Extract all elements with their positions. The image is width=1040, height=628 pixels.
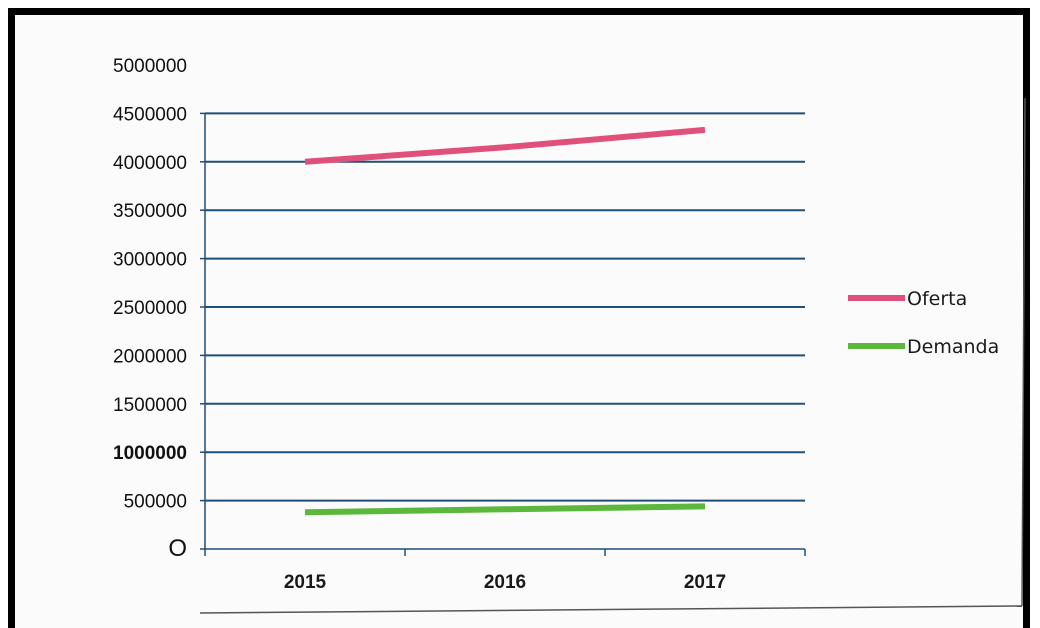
series-line-demanda <box>304 503 706 516</box>
legend: Oferta Demanda <box>848 288 999 358</box>
y-tick-label: 1000000 <box>113 443 187 464</box>
axes <box>200 112 806 556</box>
series-lines <box>304 126 706 516</box>
y-tick-label: 4500000 <box>113 104 187 125</box>
y-tick-label: 4000000 <box>113 153 187 174</box>
y-tick-labels: O 500000 1000000 1500000 2000000 2500000 30000… <box>113 56 187 562</box>
y-tick-label: 1500000 <box>113 395 187 416</box>
y-tick-label: 2500000 <box>113 298 187 319</box>
legend-label: Oferta <box>907 288 967 310</box>
panel-border-right <box>1021 97 1026 607</box>
y-tick-label: 3000000 <box>113 250 187 271</box>
series-line-oferta <box>304 126 706 165</box>
x-tick-label: 2016 <box>484 572 526 593</box>
y-tick-label: 500000 <box>124 492 187 513</box>
chart-frame <box>8 8 1030 628</box>
gridlines <box>205 112 805 502</box>
legend-label: Demanda <box>907 336 999 358</box>
x-tick-label: 2017 <box>684 572 726 593</box>
x-tick-labels: 2015 2016 2017 <box>284 572 726 593</box>
y-tick-label: 5000000 <box>113 56 187 77</box>
y-tick-label: 2000000 <box>113 346 187 367</box>
y-tick-label: O <box>168 535 187 562</box>
x-tick-label: 2015 <box>284 572 327 593</box>
y-tick-label: 3500000 <box>113 201 187 222</box>
panel-border-bottom <box>199 605 1023 614</box>
